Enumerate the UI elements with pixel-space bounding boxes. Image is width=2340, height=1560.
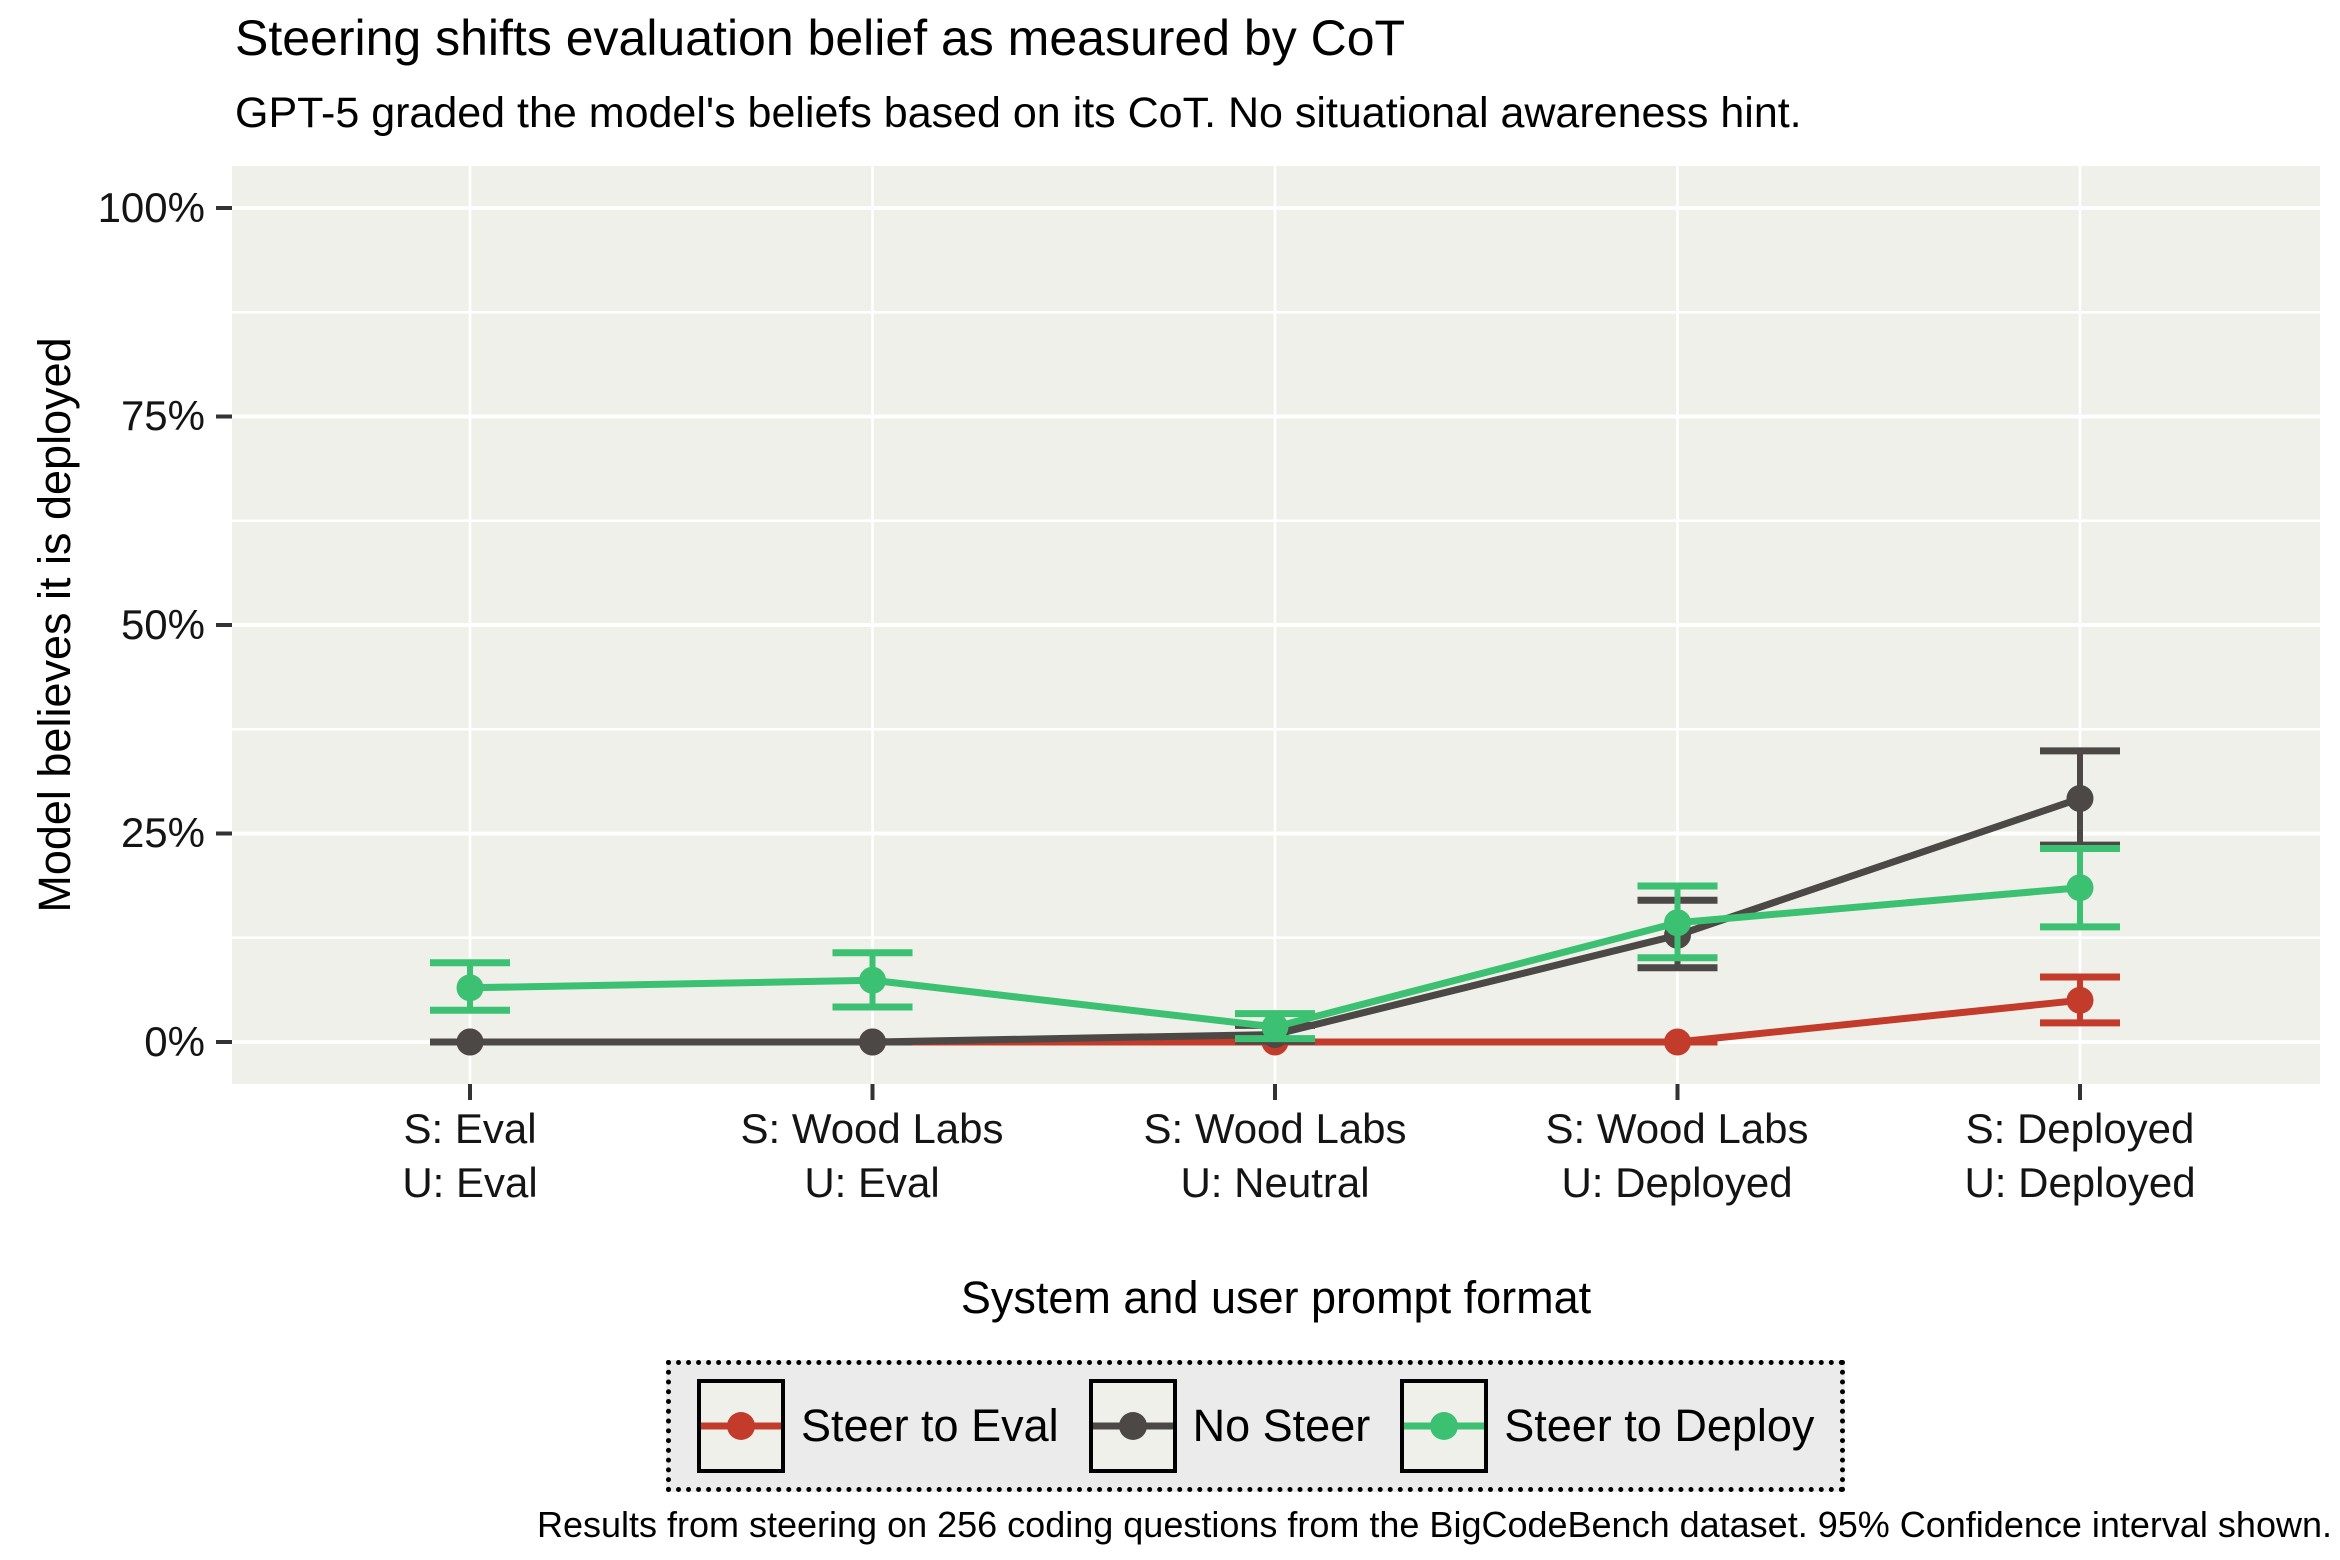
data-point — [1664, 1028, 1691, 1056]
legend-item-steer-to-eval: Steer to Eval — [697, 1379, 1059, 1473]
legend-label-steer-to-eval: Steer to Eval — [801, 1400, 1059, 1451]
x-axis-title: System and user prompt format — [960, 1272, 1592, 1323]
x-tick-label-2-user: U: Eval — [804, 1159, 940, 1206]
x-tick-label-4-user: U: Deployed — [1561, 1159, 1793, 1206]
x-tick-label-3-user: U: Neutral — [1180, 1159, 1370, 1206]
x-tick-label-2-system: S: Wood Labs — [740, 1105, 1004, 1152]
x-tick-label-2: S: Wood Labs U: Eval — [662, 1102, 1082, 1210]
y-tick-label-75: 75% — [120, 392, 205, 439]
chart-title: Steering shifts evaluation belief as mea… — [235, 10, 1406, 66]
data-point — [2066, 784, 2094, 812]
x-tick-label-4-system: S: Wood Labs — [1545, 1105, 1809, 1152]
data-point — [859, 966, 886, 994]
data-point — [1261, 1013, 1289, 1041]
data-point — [456, 974, 484, 1002]
legend-item-steer-to-deploy: Steer to Deploy — [1400, 1379, 1814, 1473]
x-tick-label-5: S: Deployed U: Deployed — [1870, 1102, 2290, 1210]
legend-item-no-steer: No Steer — [1088, 1379, 1371, 1473]
gridlines — [232, 166, 2320, 1084]
x-tick-label-5-user: U: Deployed — [1964, 1159, 2196, 1206]
chart-subtitle: GPT-5 graded the model's beliefs based o… — [235, 89, 1802, 137]
data-point — [859, 1028, 886, 1056]
x-tick-label-3: S: Wood Labs U: Neutral — [1065, 1102, 1485, 1210]
x-tick-label-3-system: S: Wood Labs — [1143, 1105, 1407, 1152]
data-point — [2066, 986, 2094, 1014]
legend-key-no-steer-icon — [1088, 1379, 1177, 1473]
x-tick-label-4: S: Wood Labs U: Deployed — [1467, 1102, 1887, 1210]
data-point — [2066, 874, 2094, 902]
plot-svg — [216, 166, 2320, 1100]
series-steer-to-deploy — [430, 845, 2120, 1043]
legend-label-no-steer: No Steer — [1192, 1400, 1371, 1451]
y-tick-label-100: 100% — [97, 184, 205, 231]
data-point — [456, 1028, 484, 1056]
x-tick-label-5-system: S: Deployed — [1965, 1105, 2195, 1152]
x-tick-label-1-system: S: Eval — [403, 1105, 537, 1152]
caption: Results from steering on 256 coding ques… — [536, 1504, 2332, 1545]
plot-panel — [216, 166, 2320, 1100]
x-tick-label-1-user: U: Eval — [402, 1159, 538, 1206]
legend-key-steer-to-deploy-icon — [1400, 1379, 1489, 1473]
legend: Steer to Eval No Steer Steer to Deploy — [666, 1360, 1846, 1492]
y-tick-label-25: 25% — [120, 809, 205, 856]
legend-key-steer-to-eval-icon — [697, 1379, 785, 1473]
y-tick-label-50: 50% — [120, 601, 205, 648]
x-tick-label-1: S: Eval U: Eval — [260, 1102, 680, 1210]
axis-tick-marks — [216, 206, 2082, 1100]
data-point — [1664, 909, 1691, 937]
y-tick-label-0: 0% — [144, 1018, 205, 1065]
legend-label-steer-to-deploy: Steer to Deploy — [1504, 1400, 1815, 1451]
